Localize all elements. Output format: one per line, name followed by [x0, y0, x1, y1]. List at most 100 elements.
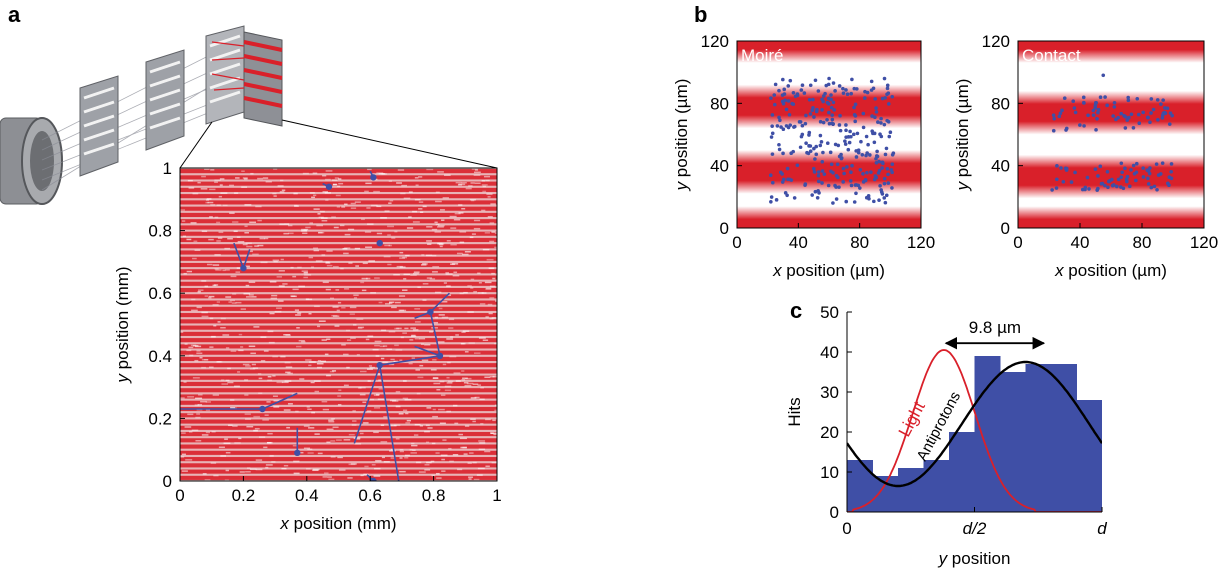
- speckle: [244, 413, 251, 415]
- data-point: [1115, 184, 1119, 189]
- speckle: [258, 436, 266, 438]
- speckle: [271, 294, 278, 297]
- stripe: [180, 169, 497, 174]
- data-point: [890, 186, 894, 190]
- stripe: [180, 406, 497, 412]
- apparatus-illustration: [0, 25, 498, 205]
- data-point: [849, 183, 854, 188]
- data-point: [807, 130, 812, 135]
- light-stripe: [1018, 206, 1204, 228]
- speckle: [188, 346, 194, 349]
- speckle: [318, 231, 323, 234]
- data-point: [825, 117, 829, 122]
- speckle: [268, 341, 275, 344]
- speckle: [376, 393, 380, 396]
- speckle: [332, 306, 339, 308]
- speckle: [210, 169, 215, 171]
- data-point: [1149, 97, 1154, 101]
- speckle: [435, 452, 440, 454]
- speckle: [460, 342, 465, 345]
- speckle: [309, 192, 315, 194]
- speckle: [395, 405, 401, 408]
- speckle: [219, 178, 225, 180]
- speckle: [398, 309, 405, 312]
- data-point: [856, 150, 861, 155]
- speckle: [495, 236, 497, 239]
- speckle: [422, 283, 429, 285]
- speckle: [232, 425, 238, 427]
- speckle: [180, 456, 185, 458]
- data-point: [883, 152, 888, 157]
- speckle: [254, 427, 260, 430]
- speckle: [272, 395, 278, 397]
- data-point: [833, 183, 837, 188]
- data-point: [1094, 128, 1098, 132]
- speckle: [461, 331, 466, 333]
- data-point: [1112, 100, 1117, 105]
- data-point: [1121, 186, 1126, 191]
- speckle: [410, 335, 417, 337]
- y-tick-label: 0.4: [148, 347, 172, 366]
- speckle: [414, 321, 421, 323]
- speckle: [230, 275, 237, 278]
- speckle: [192, 377, 200, 379]
- speckle: [463, 291, 468, 294]
- speckle: [357, 327, 363, 329]
- data-point: [1096, 174, 1100, 178]
- speckle: [216, 361, 223, 363]
- speckle: [248, 294, 254, 296]
- data-point: [825, 100, 830, 105]
- speckle: [294, 204, 298, 207]
- speckle: [470, 182, 475, 184]
- data-point: [868, 153, 872, 157]
- speckle: [419, 337, 426, 340]
- speckle: [287, 372, 293, 375]
- speckle: [181, 453, 186, 456]
- speckle: [359, 370, 367, 373]
- speckle: [393, 360, 399, 363]
- x-axis-unit: position (mm): [289, 514, 397, 533]
- speckle: [487, 216, 493, 218]
- speckle: [474, 171, 481, 174]
- data-point: [1078, 123, 1082, 127]
- data-point: [1071, 99, 1076, 104]
- speckle: [395, 349, 403, 351]
- data-point: [875, 149, 879, 154]
- data-point: [886, 119, 891, 124]
- data-point: [881, 161, 885, 166]
- speckle: [216, 301, 220, 303]
- speckle: [336, 439, 342, 441]
- speckle: [337, 178, 342, 180]
- plot-frame: [1017, 40, 1205, 229]
- data-point: [1054, 186, 1059, 190]
- plot-frame: [179, 167, 498, 482]
- speckle: [405, 422, 411, 424]
- data-point: [811, 166, 816, 171]
- speckle: [435, 223, 440, 226]
- data-point: [1103, 183, 1107, 188]
- y-tick-label: 10: [820, 463, 839, 482]
- speckle: [335, 194, 341, 197]
- speckle: [431, 321, 439, 324]
- data-point: [1098, 164, 1103, 169]
- speckle: [413, 271, 420, 273]
- speckle: [409, 339, 414, 341]
- speckle: [317, 213, 321, 215]
- speckle: [367, 335, 374, 338]
- speckle: [204, 479, 211, 481]
- stripe: [180, 294, 497, 299]
- speckle: [235, 177, 240, 179]
- data-point: [800, 123, 805, 128]
- data-point: [882, 181, 887, 186]
- speckle: [356, 354, 360, 356]
- speckle: [281, 189, 286, 191]
- speckle: [365, 338, 370, 341]
- data-point: [1137, 121, 1142, 126]
- stripe: [180, 331, 497, 336]
- speckle: [276, 307, 282, 309]
- speckle: [361, 289, 367, 292]
- speckle: [495, 300, 497, 302]
- speckle: [201, 280, 207, 282]
- speckle: [385, 302, 391, 305]
